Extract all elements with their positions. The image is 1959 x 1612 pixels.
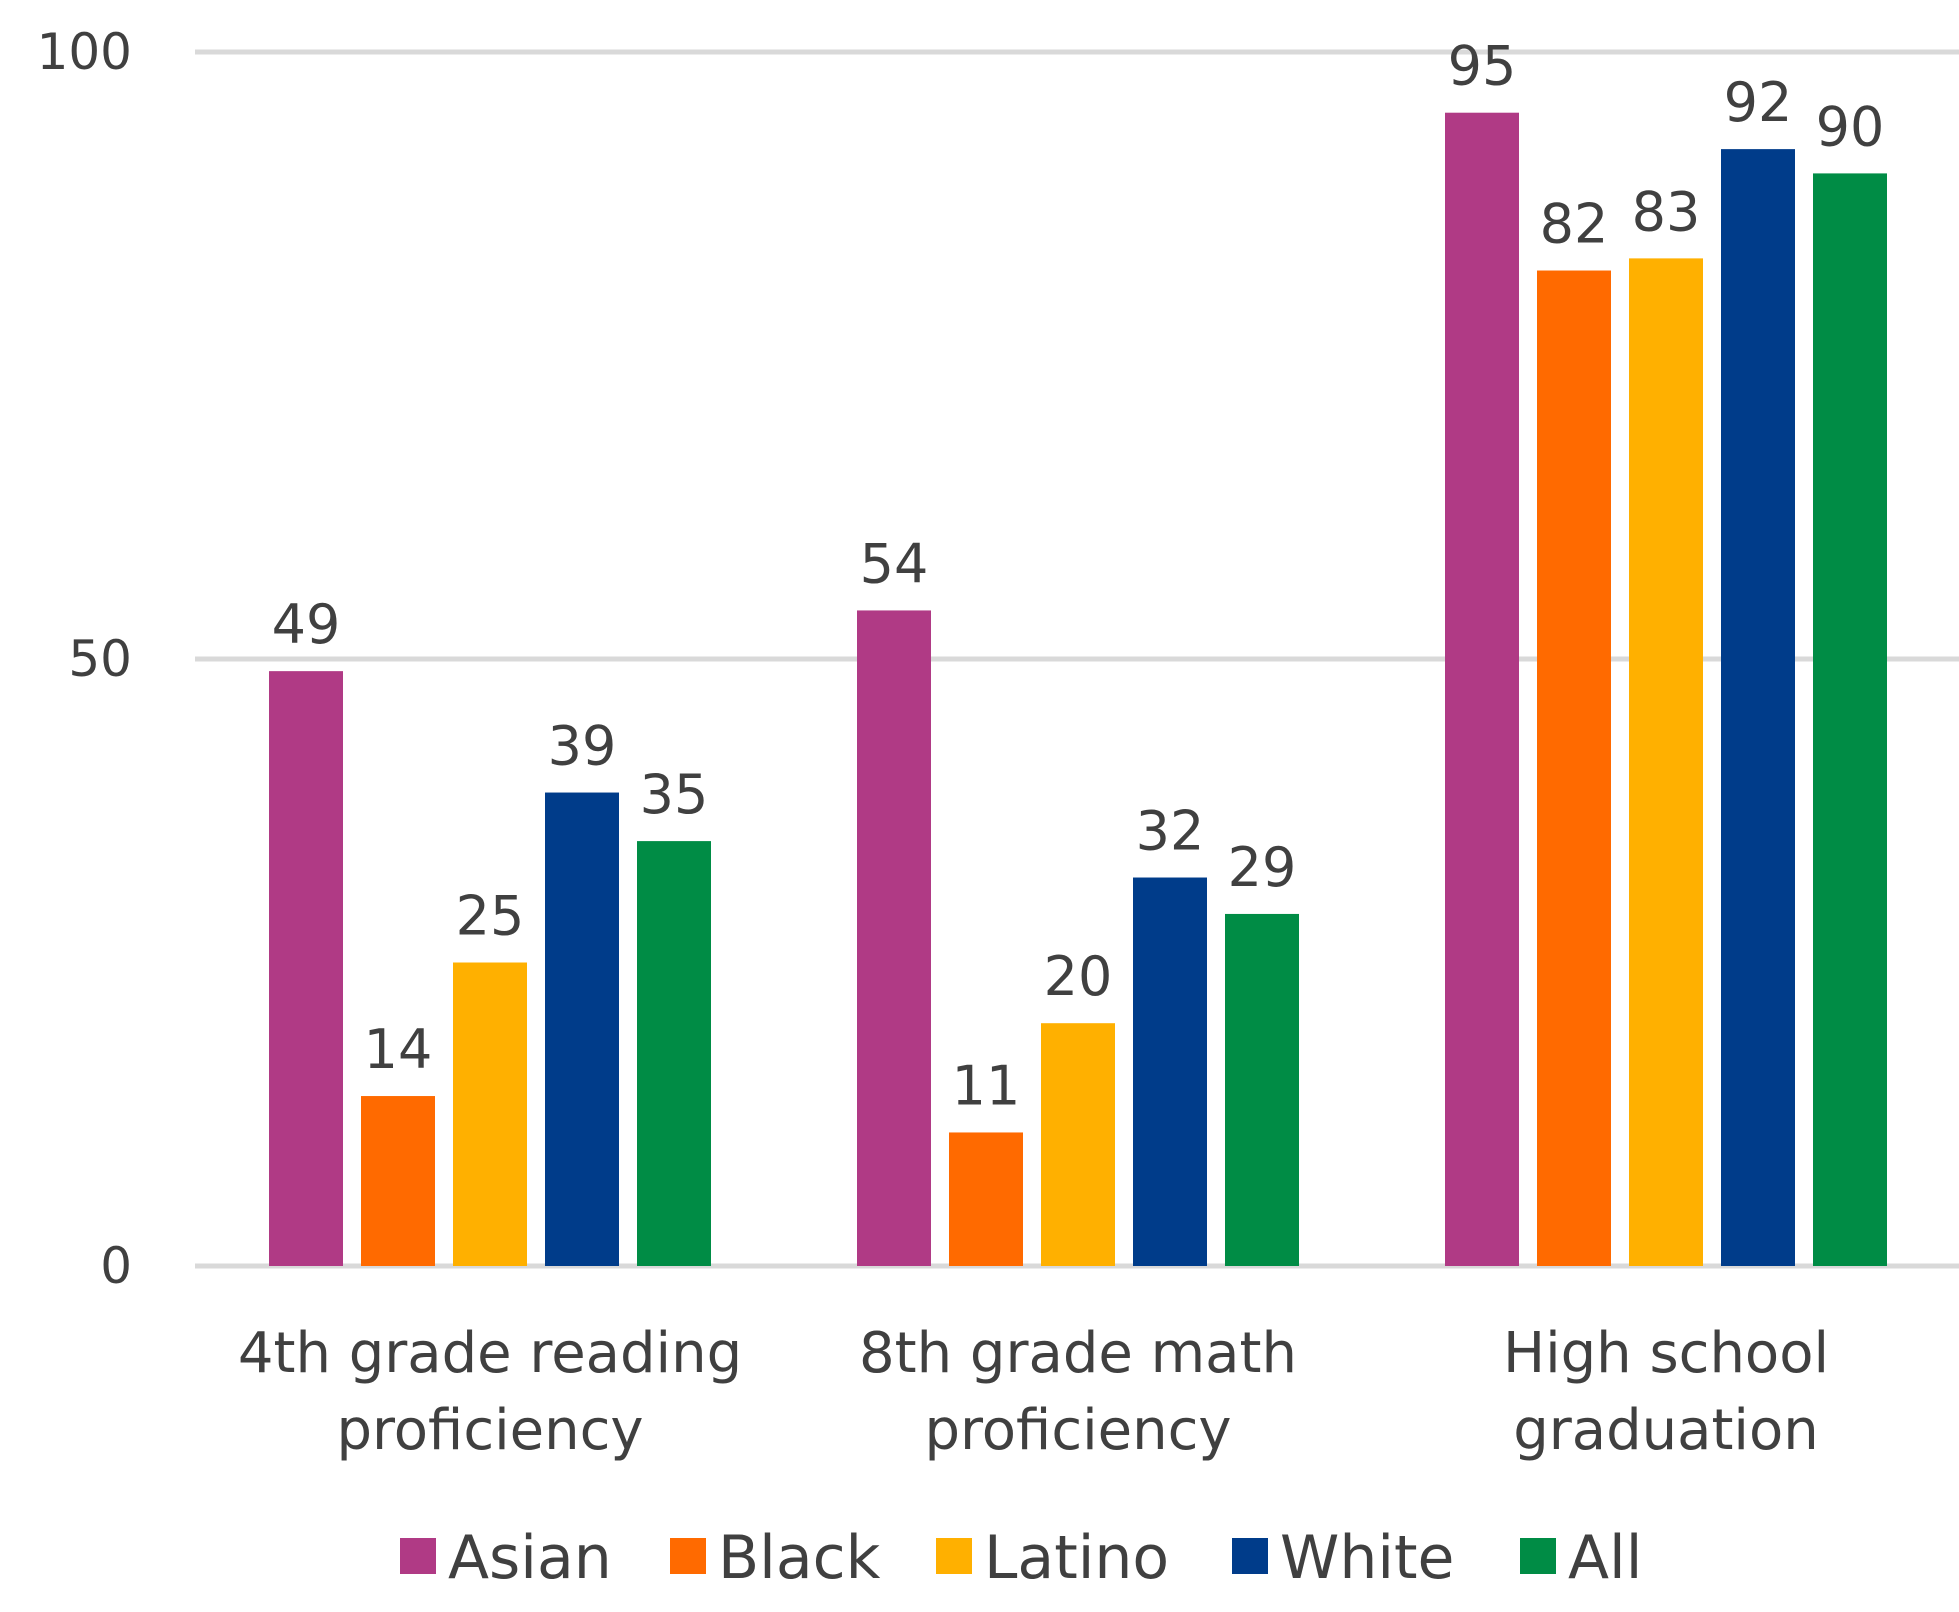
data-label: 95: [1448, 35, 1517, 98]
x-axis-categories: 4th grade reading proficiency 8th grade ma…: [238, 1321, 1829, 1463]
bars: [269, 112, 1887, 1267]
legend: Asian Black Latino White All: [400, 1523, 1642, 1593]
data-label: 82: [1540, 193, 1609, 256]
data-label: 92: [1724, 71, 1793, 134]
bar-latino-2: [1629, 258, 1703, 1266]
bar-black-0: [361, 1096, 435, 1266]
y-tick-label: 0: [100, 1237, 132, 1295]
legend-swatch-asian: [400, 1538, 436, 1574]
data-labels: 49 14 25 39 35 54 11 20 32 29 95 82 83 92 90: [272, 35, 1885, 1118]
bar-all-1: [1225, 913, 1299, 1266]
data-label: 39: [548, 715, 617, 778]
legend-label: Latino: [984, 1523, 1169, 1593]
category-label: 8th grade math: [859, 1321, 1297, 1386]
bar-black-2: [1537, 270, 1611, 1266]
bar-white-1: [1133, 877, 1207, 1266]
bar-all-0: [637, 841, 711, 1266]
bar-all-2: [1813, 173, 1887, 1266]
bar-latino-0: [453, 962, 527, 1266]
data-label: 20: [1044, 945, 1113, 1008]
category-label: proficiency: [336, 1398, 643, 1463]
bar-asian-2: [1445, 112, 1519, 1267]
y-tick-label: 100: [37, 23, 132, 81]
category-label: 4th grade reading: [238, 1321, 742, 1386]
data-label: 35: [640, 763, 709, 826]
data-label: 25: [456, 885, 525, 948]
legend-swatch-latino: [936, 1538, 972, 1574]
data-label: 83: [1632, 180, 1701, 243]
data-label: 49: [272, 593, 341, 656]
legend-swatch-black: [670, 1538, 706, 1574]
data-label: 29: [1228, 836, 1297, 899]
bar-white-0: [545, 792, 619, 1266]
data-label: 14: [364, 1018, 433, 1081]
category-label: graduation: [1513, 1398, 1819, 1463]
bar-asian-0: [269, 671, 343, 1266]
y-tick-label: 50: [68, 630, 132, 688]
legend-label: Black: [718, 1523, 881, 1593]
data-label: 90: [1816, 95, 1885, 158]
data-label: 11: [952, 1054, 1021, 1117]
y-axis-ticks: 0 50 100: [37, 23, 132, 1295]
legend-label: Asian: [448, 1523, 612, 1593]
legend-label: All: [1568, 1523, 1642, 1593]
bar-latino-1: [1041, 1023, 1115, 1266]
category-label: High school: [1503, 1321, 1829, 1386]
legend-label: White: [1280, 1523, 1454, 1593]
data-label: 54: [860, 532, 929, 595]
legend-swatch-all: [1520, 1538, 1556, 1574]
bar-black-1: [949, 1132, 1023, 1266]
data-label: 32: [1136, 800, 1205, 863]
bar-white-2: [1721, 149, 1795, 1266]
category-label: proficiency: [924, 1398, 1231, 1463]
bar-asian-1: [857, 610, 931, 1266]
legend-swatch-white: [1232, 1538, 1268, 1574]
